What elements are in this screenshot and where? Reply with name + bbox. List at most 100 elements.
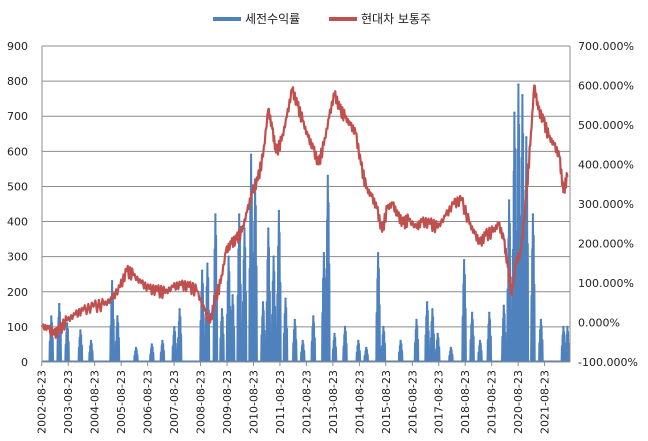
series-2-point xyxy=(333,92,336,95)
x-axis-tick-label: 2016-08-23 xyxy=(406,370,419,434)
series-2-point xyxy=(397,214,399,217)
left-axis-tick-label: 0 xyxy=(21,356,28,369)
series-2-point xyxy=(562,191,565,194)
series-2-point xyxy=(179,284,182,286)
right-axis-tick-label: 400.000% xyxy=(578,159,634,172)
right-axis-tick-label: 700.000% xyxy=(578,40,634,53)
series-2-point xyxy=(307,135,309,138)
series-2-point xyxy=(214,297,217,300)
series-2-point xyxy=(235,238,238,241)
series-2-point xyxy=(132,274,135,277)
series-2-line xyxy=(41,84,569,339)
left-axis-tick-label: 400 xyxy=(7,216,28,229)
series-2-point xyxy=(187,285,190,288)
series-2-point xyxy=(370,195,373,198)
left-axis-tick-label: 700 xyxy=(7,110,28,123)
series-2-point xyxy=(251,191,254,194)
right-axis-tick-label: 500.000% xyxy=(578,119,634,132)
right-axis-tick-label: -100.000% xyxy=(578,356,638,369)
series-2-point xyxy=(52,333,55,336)
left-axis-tick-label: 800 xyxy=(7,75,28,88)
series-2-point xyxy=(520,250,522,253)
series-2-point xyxy=(510,293,513,296)
series-2-point xyxy=(566,175,569,178)
series-2-point xyxy=(460,199,463,202)
series-2-point xyxy=(553,143,556,146)
x-axis-tick-label: 2006-08-23 xyxy=(142,370,155,434)
series-2-point xyxy=(479,242,481,245)
series-2-point xyxy=(484,234,487,237)
series-2-point xyxy=(492,230,495,233)
series-2-point xyxy=(312,147,315,150)
x-axis-tick-label: 2005-08-23 xyxy=(115,370,128,434)
series-2-point xyxy=(195,289,198,292)
right-axis-tick-label: 600.000% xyxy=(578,80,634,93)
series-2-point xyxy=(246,210,249,213)
series-2-point xyxy=(391,203,394,205)
series-2-point xyxy=(103,303,106,306)
right-axis-tick-label: 100.000% xyxy=(578,277,634,290)
series-2-point xyxy=(230,242,233,245)
series-2-point xyxy=(502,238,505,241)
series-2-point xyxy=(74,313,77,316)
series-2-point xyxy=(164,291,167,294)
series-2 xyxy=(41,84,569,339)
x-axis-tick-label: 2013-08-23 xyxy=(327,370,340,434)
left-axis-tick-label: 300 xyxy=(7,251,28,264)
series-2-point xyxy=(359,163,362,166)
legend-label-series-2: 현대차 보통주 xyxy=(361,12,431,26)
series-2-point xyxy=(280,139,283,142)
legend-label-series-1: 세전수익률 xyxy=(245,12,300,26)
series-2-point xyxy=(452,203,455,205)
legend: 세전수익률 현대차 보통주 xyxy=(213,12,431,26)
series-1-line xyxy=(48,83,571,363)
series-2-point xyxy=(209,321,212,324)
left-axis-tick-label: 600 xyxy=(7,145,28,158)
series-2-point xyxy=(506,266,509,269)
x-axis-tick-label: 2021-08-23 xyxy=(539,370,552,434)
x-axis-tick-label: 2002-08-23 xyxy=(36,370,49,434)
x-axis-tick-label: 2009-08-23 xyxy=(221,370,234,434)
x-axis-tick-label: 2007-08-23 xyxy=(168,370,181,434)
left-axis-tick-label: 100 xyxy=(7,321,28,334)
series-2-point xyxy=(542,120,545,123)
series-2-point xyxy=(558,155,561,158)
series-2-point xyxy=(301,120,304,123)
right-axis-tick-label: 200.000% xyxy=(578,238,634,251)
series-2-point xyxy=(547,135,550,138)
series-2-point xyxy=(92,305,95,308)
x-axis-tick-label: 2018-08-23 xyxy=(459,370,472,434)
series-2-point xyxy=(514,262,517,265)
series-2-point xyxy=(328,116,331,119)
series-2-point xyxy=(172,285,174,288)
series-2-point xyxy=(285,116,288,119)
x-axis-tick-label: 2019-08-23 xyxy=(486,370,499,434)
right-axis-tick-labels: -100.000% 0.000% 100.000% 200.000% 300.000% 4… xyxy=(578,40,638,369)
series-2-point xyxy=(271,127,274,130)
series-2-point xyxy=(338,108,341,111)
series-2-point xyxy=(119,285,122,288)
x-axis-tick-label: 2011-08-23 xyxy=(274,370,287,434)
series-2-point xyxy=(444,214,447,217)
series-2-point xyxy=(402,222,405,225)
series-2-point xyxy=(111,297,114,300)
x-axis-tick-label: 2004-08-23 xyxy=(89,370,102,434)
series-2-point xyxy=(525,195,528,198)
series-2-point xyxy=(386,207,389,209)
right-axis-tick-label: 0.000% xyxy=(578,317,620,330)
series-2-point xyxy=(224,250,227,253)
series-2-point xyxy=(322,143,325,146)
axes xyxy=(41,46,571,363)
series-2-point xyxy=(533,84,536,87)
gridlines xyxy=(42,45,570,363)
series-2-point xyxy=(375,207,378,209)
left-axis-tick-label: 900 xyxy=(7,40,28,53)
series-2-point xyxy=(317,163,320,166)
x-axis-tick-label: 2003-08-23 xyxy=(62,370,75,434)
series-2-point xyxy=(497,222,500,225)
series-2-point xyxy=(344,116,346,119)
series-2-point xyxy=(296,104,299,107)
x-axis-tick-label: 2017-08-23 xyxy=(433,370,446,434)
series-2-point xyxy=(354,131,357,134)
